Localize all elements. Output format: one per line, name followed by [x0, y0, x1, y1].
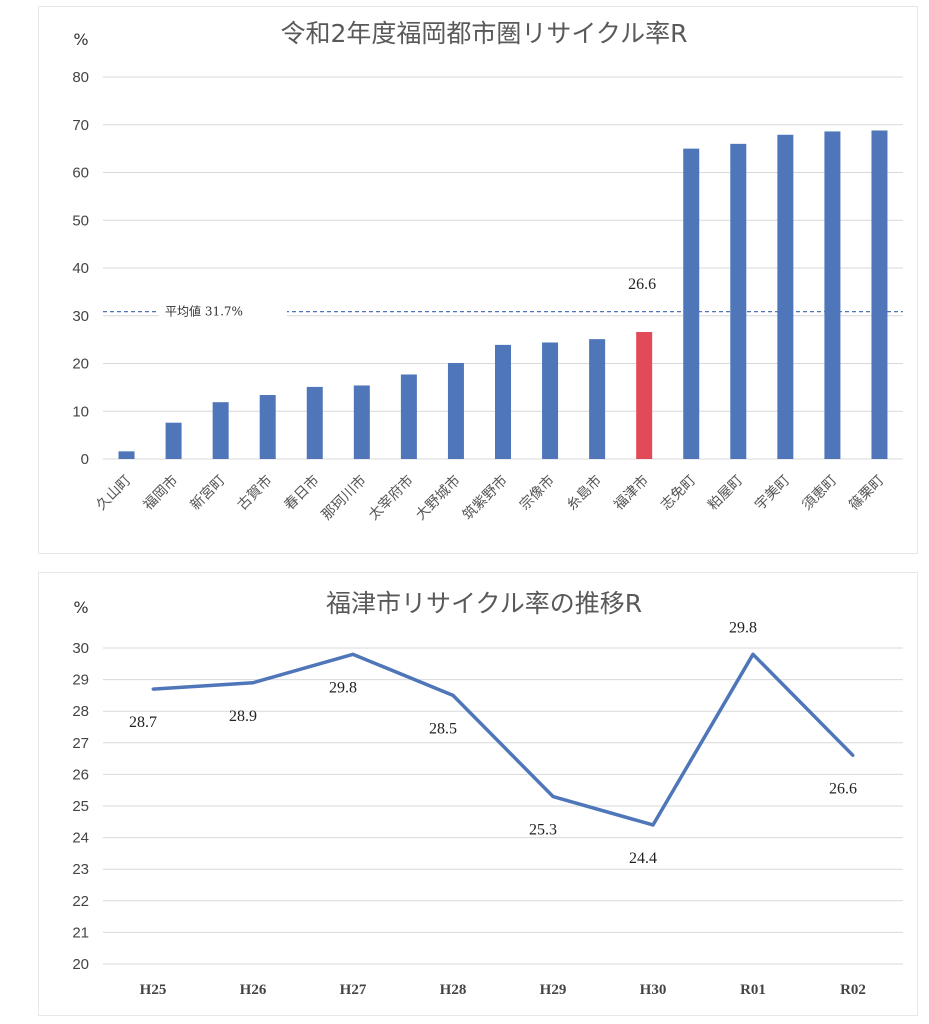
y-tick-label: 24 [72, 830, 89, 847]
x-category-label: 福津市 [610, 472, 652, 514]
average-label-background [159, 302, 287, 321]
data-label: 28.7 [129, 714, 157, 731]
bar [683, 148, 700, 459]
x-category-label: 福岡市 [140, 472, 182, 514]
bar-chart-panel: 令和2年度福岡都市圏リサイクル率R % 0 10 20 30 40 50 60 70 80 平均… [38, 6, 918, 554]
y-tick-label: 30 [72, 308, 89, 325]
y-tick-label: 29 [72, 672, 89, 689]
y-tick-label: 23 [72, 861, 89, 878]
data-point [751, 652, 755, 656]
x-category-label: H29 [540, 982, 567, 998]
data-label: 29.8 [729, 619, 757, 636]
x-category-label: 宇美町 [752, 473, 793, 514]
data-point [851, 753, 855, 757]
bar [400, 374, 417, 459]
y-tick-label: 20 [72, 356, 89, 373]
y-tick-label: 25 [72, 798, 89, 815]
chart-title: 福津市リサイクル率の推移R [326, 589, 642, 618]
series-line [152, 652, 855, 827]
y-tick-label: 30 [72, 640, 89, 657]
x-category-label: 筑紫野市 [459, 472, 511, 524]
bar [777, 134, 794, 459]
y-tick-label: 10 [72, 403, 89, 420]
x-category-label: 久山町 [93, 473, 134, 514]
bar [118, 451, 135, 459]
data-label: 25.3 [529, 822, 557, 839]
y-tick-label: 50 [72, 212, 89, 229]
y-tick-label: 27 [72, 735, 89, 752]
average-label: 平均値 31.7% [165, 304, 243, 319]
data-label: 24.4 [629, 850, 657, 867]
x-category-label: H30 [640, 982, 667, 998]
x-category-label: 春日市 [281, 472, 323, 514]
data-label: 29.8 [329, 679, 357, 696]
bar-chart: 令和2年度福岡都市圏リサイクル率R % 0 10 20 30 40 50 60 70 80 平均… [72, 19, 903, 524]
y-tick-label: 21 [72, 924, 89, 941]
x-category-label: 新宮町 [187, 473, 228, 514]
bar [259, 395, 276, 459]
y-unit-label: % [73, 598, 88, 617]
x-category-label: H27 [340, 982, 367, 998]
data-point [451, 693, 455, 697]
data-point [351, 652, 355, 656]
bar [871, 130, 888, 459]
bar [212, 402, 229, 459]
x-category-label: 志免町 [658, 473, 699, 514]
bar-highlight [636, 331, 653, 459]
bar [447, 363, 464, 459]
y-tick-label: 80 [72, 69, 89, 86]
x-category-label: 篠栗町 [846, 473, 887, 514]
x-category-label: 須恵町 [799, 473, 840, 514]
y-tick-label: 70 [72, 117, 89, 134]
chart-title: 令和2年度福岡都市圏リサイクル率R [280, 19, 687, 48]
bar [824, 131, 841, 459]
bar [306, 386, 323, 459]
y-tick-label: 60 [72, 165, 89, 182]
bar [589, 339, 606, 459]
x-category-label: 大野城市 [412, 472, 464, 524]
x-category-label: 糸島市 [563, 472, 605, 514]
y-unit-label: % [73, 30, 88, 49]
y-tick-label: 0 [81, 451, 89, 468]
bar [542, 342, 559, 459]
x-category-label: R01 [740, 982, 766, 998]
x-category-label: 那珂川市 [318, 472, 370, 524]
bar [353, 385, 370, 459]
data-label: 28.9 [229, 708, 257, 725]
x-category-label: 太宰府市 [365, 472, 417, 524]
x-category-label: 宗像市 [516, 472, 558, 514]
line-chart: 福津市リサイクル率の推移R % 20 21 22 23 24 25 26 27 28 29 30 2… [72, 589, 903, 998]
highlight-value-label: 26.6 [628, 276, 656, 293]
data-point [551, 795, 555, 799]
x-category-label: H26 [240, 982, 267, 998]
y-tick-label: 26 [72, 766, 89, 783]
data-label: 26.6 [829, 780, 857, 797]
x-category-label: H25 [140, 982, 167, 998]
y-tick-label: 40 [72, 260, 89, 277]
bar [165, 422, 182, 459]
x-category-label: R02 [840, 982, 866, 998]
data-label: 28.5 [429, 720, 457, 737]
data-point [151, 687, 155, 691]
y-tick-label: 20 [72, 956, 89, 973]
y-tick-label: 28 [72, 703, 89, 720]
bar [495, 344, 511, 459]
data-point [651, 823, 655, 827]
bar [730, 143, 747, 459]
x-category-label: 古賀市 [234, 472, 276, 514]
x-category-label: 粕屋町 [705, 473, 746, 514]
x-category-label: H28 [440, 982, 467, 998]
y-tick-label: 22 [72, 893, 89, 910]
data-point [251, 681, 255, 685]
line-chart-panel: 福津市リサイクル率の推移R % 20 21 22 23 24 25 26 27 28 29 30 2… [38, 572, 918, 1016]
